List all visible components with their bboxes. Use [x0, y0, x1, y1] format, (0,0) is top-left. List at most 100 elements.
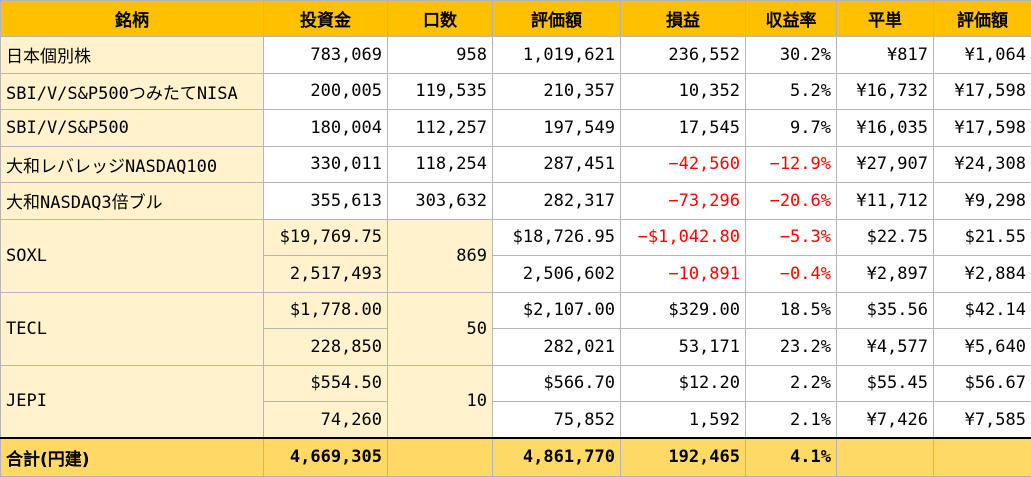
row-avg: ¥11,712: [837, 183, 934, 220]
header-avg: 平単: [837, 1, 934, 37]
header-units: 口数: [388, 1, 493, 37]
row-units: 119,535: [388, 73, 493, 110]
row-avg: ¥817: [837, 37, 934, 74]
row-value: 282,317: [493, 183, 621, 220]
header-rate: 収益率: [746, 1, 837, 37]
total-pl: 192,465: [621, 438, 746, 476]
table-row: SBI/V/S&P500つみたてNISA 200,005 119,535 210…: [1, 73, 1031, 110]
header-name: 銘柄: [1, 1, 264, 37]
row-avg: ¥16,035: [837, 110, 934, 147]
row-name: 大和レバレッジNASDAQ100: [1, 146, 264, 183]
table-row: 大和レバレッジNASDAQ100 330,011 118,254 287,451…: [1, 146, 1031, 183]
table-row-usd: SOXL $19,769.75 869 $18,726.95 −$1,042.8…: [1, 219, 1031, 256]
row-units: 958: [388, 37, 493, 74]
row-invest: 783,069: [264, 37, 388, 74]
row-name: 大和NASDAQ3倍ブル: [1, 183, 264, 220]
header-invest: 投資金: [264, 1, 388, 37]
row-name: TECL: [1, 292, 264, 365]
row-rate-usd: 18.5%: [746, 292, 837, 329]
header-row: 銘柄 投資金 口数 評価額 損益 収益率 平単 評価額: [1, 1, 1031, 37]
header-value: 評価額: [493, 1, 621, 37]
row-name: SBI/V/S&P500つみたてNISA: [1, 73, 264, 110]
row-price-jpy: ¥5,640: [934, 329, 1031, 366]
row-units: 10: [388, 365, 493, 438]
row-pl-jpy: −10,891: [621, 256, 746, 293]
table-row: 日本個別株 783,069 958 1,019,621 236,552 30.2…: [1, 37, 1031, 74]
row-pl-usd: $12.20: [621, 365, 746, 402]
row-invest: 355,613: [264, 183, 388, 220]
total-rate: 4.1%: [746, 438, 837, 476]
row-rate: 5.2%: [746, 73, 837, 110]
row-price-jpy: ¥7,585: [934, 402, 1031, 439]
row-rate: −20.6%: [746, 183, 837, 220]
row-rate: −12.9%: [746, 146, 837, 183]
row-name: SBI/V/S&P500: [1, 110, 264, 147]
row-value-usd: $566.70: [493, 365, 621, 402]
table-row-usd: JEPI $554.50 10 $566.70 $12.20 2.2% $55.…: [1, 365, 1031, 402]
table-row: SBI/V/S&P500 180,004 112,257 197,549 17,…: [1, 110, 1031, 147]
row-invest-jpy: 2,517,493: [264, 256, 388, 293]
row-name: SOXL: [1, 219, 264, 292]
row-price: ¥1,064: [934, 37, 1031, 74]
total-invest: 4,669,305: [264, 438, 388, 476]
row-rate-jpy: 23.2%: [746, 329, 837, 366]
row-avg-usd: $55.45: [837, 365, 934, 402]
row-pl-usd: −$1,042.80: [621, 219, 746, 256]
row-price: ¥24,308: [934, 146, 1031, 183]
row-value-jpy: 2,506,602: [493, 256, 621, 293]
row-invest: 200,005: [264, 73, 388, 110]
header-pl: 損益: [621, 1, 746, 37]
row-pl: 17,545: [621, 110, 746, 147]
total-price: [934, 438, 1031, 476]
row-value-usd: $18,726.95: [493, 219, 621, 256]
row-value-usd: $2,107.00: [493, 292, 621, 329]
total-name: 合計(円建): [1, 438, 264, 476]
row-avg-usd: $22.75: [837, 219, 934, 256]
row-price-usd: $21.55: [934, 219, 1031, 256]
row-value: 197,549: [493, 110, 621, 147]
row-avg-usd: $35.56: [837, 292, 934, 329]
row-value-jpy: 282,021: [493, 329, 621, 366]
row-invest: 330,011: [264, 146, 388, 183]
row-avg-jpy: ¥7,426: [837, 402, 934, 439]
row-price-usd: $56.67: [934, 365, 1031, 402]
row-price-jpy: ¥2,884: [934, 256, 1031, 293]
row-invest-jpy: 74,260: [264, 402, 388, 439]
header-price: 評価額: [934, 1, 1031, 37]
row-pl-jpy: 53,171: [621, 329, 746, 366]
row-avg-jpy: ¥2,897: [837, 256, 934, 293]
row-price: ¥17,598: [934, 110, 1031, 147]
total-units: [388, 438, 493, 476]
row-avg: ¥27,907: [837, 146, 934, 183]
total-avg: [837, 438, 934, 476]
total-row: 合計(円建) 4,669,305 4,861,770 192,465 4.1%: [1, 438, 1031, 476]
row-pl: 236,552: [621, 37, 746, 74]
row-rate-usd: −5.3%: [746, 219, 837, 256]
row-rate: 9.7%: [746, 110, 837, 147]
row-rate-jpy: 2.1%: [746, 402, 837, 439]
row-avg-jpy: ¥4,577: [837, 329, 934, 366]
row-name: 日本個別株: [1, 37, 264, 74]
row-invest-usd: $554.50: [264, 365, 388, 402]
row-units: 303,632: [388, 183, 493, 220]
row-pl: 10,352: [621, 73, 746, 110]
row-value: 210,357: [493, 73, 621, 110]
table-row: 大和NASDAQ3倍ブル 355,613 303,632 282,317 −73…: [1, 183, 1031, 220]
row-price: ¥9,298: [934, 183, 1031, 220]
row-pl: −73,296: [621, 183, 746, 220]
row-pl-jpy: 1,592: [621, 402, 746, 439]
row-units: 869: [388, 219, 493, 292]
row-invest-usd: $1,778.00: [264, 292, 388, 329]
row-units: 118,254: [388, 146, 493, 183]
row-invest-jpy: 228,850: [264, 329, 388, 366]
row-rate-jpy: −0.4%: [746, 256, 837, 293]
row-rate: 30.2%: [746, 37, 837, 74]
row-price-usd: $42.14: [934, 292, 1031, 329]
row-rate-usd: 2.2%: [746, 365, 837, 402]
row-name: JEPI: [1, 365, 264, 438]
row-units: 50: [388, 292, 493, 365]
row-avg: ¥16,732: [837, 73, 934, 110]
row-invest: 180,004: [264, 110, 388, 147]
row-pl: −42,560: [621, 146, 746, 183]
row-value-jpy: 75,852: [493, 402, 621, 439]
